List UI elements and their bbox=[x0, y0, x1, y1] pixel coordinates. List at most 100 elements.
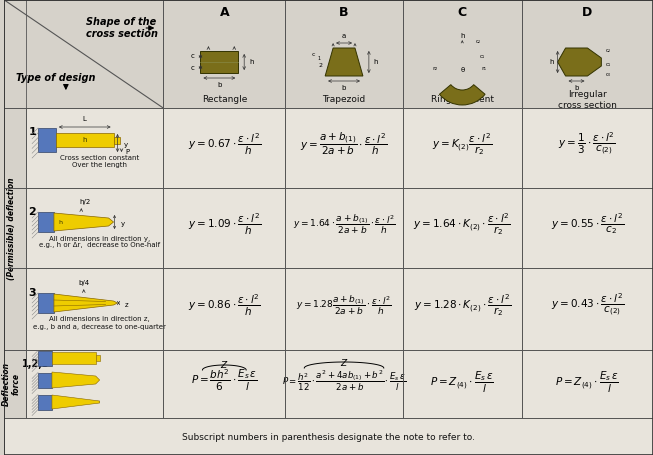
Text: Ring segment: Ring segment bbox=[431, 96, 494, 105]
Text: $y = K_{(2)} \dfrac{\varepsilon \cdot l^2}{r_2}$: $y = K_{(2)} \dfrac{\varepsilon \cdot l^… bbox=[432, 131, 492, 157]
Text: h: h bbox=[82, 137, 87, 143]
Text: $y = 1.09 \cdot \dfrac{\varepsilon \cdot l^2}{h}$: $y = 1.09 \cdot \dfrac{\varepsilon \cdot… bbox=[188, 212, 261, 237]
Bar bbox=[522, 268, 653, 350]
Text: P: P bbox=[125, 149, 129, 155]
Bar bbox=[522, 108, 653, 188]
Text: $y = \dfrac{1}{3} \cdot \dfrac{\varepsilon \cdot l^2}{c_{(2)}}$: $y = \dfrac{1}{3} \cdot \dfrac{\varepsil… bbox=[558, 131, 616, 157]
Text: h: h bbox=[549, 59, 554, 65]
Bar bbox=[26, 188, 163, 268]
Bar bbox=[285, 0, 403, 108]
Text: c: c bbox=[191, 65, 195, 71]
Text: b/4: b/4 bbox=[78, 280, 89, 286]
Text: All dimensions in direction z,
e.g., b and a, decrease to one-quarter: All dimensions in direction z, e.g., b a… bbox=[33, 317, 166, 329]
Polygon shape bbox=[558, 48, 601, 76]
Text: c₀: c₀ bbox=[605, 71, 611, 76]
Bar bbox=[522, 0, 653, 108]
Text: h: h bbox=[374, 59, 378, 65]
Text: 2: 2 bbox=[28, 207, 36, 217]
Text: Type of design: Type of design bbox=[16, 73, 96, 83]
Bar bbox=[403, 0, 522, 108]
Text: z: z bbox=[125, 302, 128, 308]
Bar bbox=[114, 136, 119, 143]
Text: h: h bbox=[249, 59, 253, 65]
Bar bbox=[56, 133, 114, 147]
Text: D: D bbox=[582, 5, 592, 19]
Text: b: b bbox=[342, 85, 346, 91]
Bar bbox=[26, 268, 163, 350]
Text: Rectangle: Rectangle bbox=[202, 96, 247, 105]
Text: Trapezoid: Trapezoid bbox=[323, 96, 366, 105]
Text: c: c bbox=[311, 52, 315, 57]
Text: θ: θ bbox=[460, 67, 464, 73]
Text: $y = 1.64 \cdot \dfrac{a+b_{(1)}}{2a+b} \cdot \dfrac{\varepsilon \cdot l^2}{h}$: $y = 1.64 \cdot \dfrac{a+b_{(1)}}{2a+b} … bbox=[293, 212, 395, 236]
Text: h: h bbox=[460, 33, 464, 39]
Text: c₁: c₁ bbox=[480, 54, 485, 59]
Bar bbox=[52, 352, 96, 364]
Text: y: y bbox=[121, 221, 125, 227]
Text: Subscript numbers in parenthesis designate the note to refer to.: Subscript numbers in parenthesis designa… bbox=[182, 434, 475, 443]
Text: r₁: r₁ bbox=[481, 66, 486, 71]
Text: Shape of the: Shape of the bbox=[86, 17, 157, 27]
Text: $y = 0.43 \cdot \dfrac{\varepsilon \cdot l^2}{c_{(2)}}$: $y = 0.43 \cdot \dfrac{\varepsilon \cdot… bbox=[551, 292, 624, 318]
Text: $y = 1.64 \cdot K_{(2)} \cdot \dfrac{\varepsilon \cdot l^2}{r_2}$: $y = 1.64 \cdot K_{(2)} \cdot \dfrac{\va… bbox=[413, 211, 511, 237]
Text: $P = \dfrac{h^2}{12} \cdot \dfrac{a^2+4ab_{(1)}+b^2}{2a+b} \cdot \dfrac{E_s\,\va: $P = \dfrac{h^2}{12} \cdot \dfrac{a^2+4a… bbox=[282, 369, 406, 393]
Text: Irregular
cross section: Irregular cross section bbox=[558, 90, 617, 110]
Text: (Permissible) deflection: (Permissible) deflection bbox=[7, 178, 16, 280]
Text: $Z$: $Z$ bbox=[220, 359, 229, 369]
Text: $y = \dfrac{a+b_{(1)}}{2a+b} \cdot \dfrac{\varepsilon \cdot l^2}{h}$: $y = \dfrac{a+b_{(1)}}{2a+b} \cdot \dfra… bbox=[300, 131, 388, 157]
Text: 1: 1 bbox=[28, 127, 36, 137]
Bar bbox=[522, 188, 653, 268]
Text: $y = 0.67 \cdot \dfrac{\varepsilon \cdot l^2}{h}$: $y = 0.67 \cdot \dfrac{\varepsilon \cdot… bbox=[188, 131, 261, 157]
Text: 3: 3 bbox=[28, 288, 36, 298]
Text: $Z$: $Z$ bbox=[340, 357, 348, 368]
Text: All dimensions in direction y,
e.g., h or Δr,  decrease to One-half: All dimensions in direction y, e.g., h o… bbox=[39, 236, 160, 248]
Bar bbox=[163, 268, 285, 350]
Text: c₂: c₂ bbox=[605, 47, 611, 52]
Text: y: y bbox=[123, 142, 127, 148]
Bar bbox=[38, 373, 52, 388]
Bar bbox=[5, 188, 26, 268]
Bar bbox=[26, 108, 163, 188]
Bar bbox=[38, 350, 52, 365]
Text: b: b bbox=[217, 82, 221, 88]
Text: h: h bbox=[58, 219, 62, 224]
Text: Deflection
force: Deflection force bbox=[1, 362, 21, 406]
Bar bbox=[285, 188, 403, 268]
Bar bbox=[38, 128, 56, 152]
Text: $P = Z_{(4)} \cdot \dfrac{E_s\,\varepsilon}{l}$: $P = Z_{(4)} \cdot \dfrac{E_s\,\varepsil… bbox=[556, 369, 620, 394]
Text: $y = 1.28 \cdot K_{(2)} \cdot \dfrac{\varepsilon \cdot l^2}{r_2}$: $y = 1.28 \cdot K_{(2)} \cdot \dfrac{\va… bbox=[413, 292, 511, 318]
Text: r₂: r₂ bbox=[432, 66, 437, 71]
Bar bbox=[285, 108, 403, 188]
Polygon shape bbox=[54, 294, 118, 312]
Bar bbox=[163, 188, 285, 268]
Text: c₁: c₁ bbox=[605, 61, 611, 66]
Bar bbox=[5, 108, 26, 188]
Text: $P = \dfrac{bh^2}{6} \cdot \dfrac{E_s\,\varepsilon}{l}$: $P = \dfrac{bh^2}{6} \cdot \dfrac{E_s\,\… bbox=[191, 368, 257, 393]
Text: 2: 2 bbox=[318, 63, 322, 68]
Bar bbox=[38, 212, 54, 232]
Text: c₂: c₂ bbox=[476, 39, 481, 44]
Bar bbox=[26, 350, 163, 418]
Text: B: B bbox=[340, 5, 349, 19]
Bar bbox=[285, 268, 403, 350]
Bar bbox=[5, 268, 26, 350]
Text: Cross section constant
Over the length: Cross section constant Over the length bbox=[60, 156, 139, 168]
Bar bbox=[5, 0, 163, 108]
Bar bbox=[5, 350, 26, 418]
Bar bbox=[38, 293, 54, 313]
Text: $P = Z_{(4)} \cdot \dfrac{E_s\,\varepsilon}{l}$: $P = Z_{(4)} \cdot \dfrac{E_s\,\varepsil… bbox=[430, 369, 494, 394]
Bar bbox=[200, 51, 238, 73]
Bar bbox=[163, 0, 285, 108]
Bar bbox=[285, 350, 403, 418]
Polygon shape bbox=[54, 213, 114, 231]
Text: 1,2,3: 1,2,3 bbox=[22, 359, 50, 369]
Polygon shape bbox=[52, 372, 100, 388]
Text: h/2: h/2 bbox=[80, 199, 91, 205]
Bar bbox=[403, 188, 522, 268]
Wedge shape bbox=[439, 85, 485, 105]
Text: L: L bbox=[83, 116, 87, 122]
Polygon shape bbox=[325, 48, 363, 76]
Text: a: a bbox=[342, 33, 346, 39]
Bar bbox=[163, 350, 285, 418]
Bar bbox=[522, 350, 653, 418]
